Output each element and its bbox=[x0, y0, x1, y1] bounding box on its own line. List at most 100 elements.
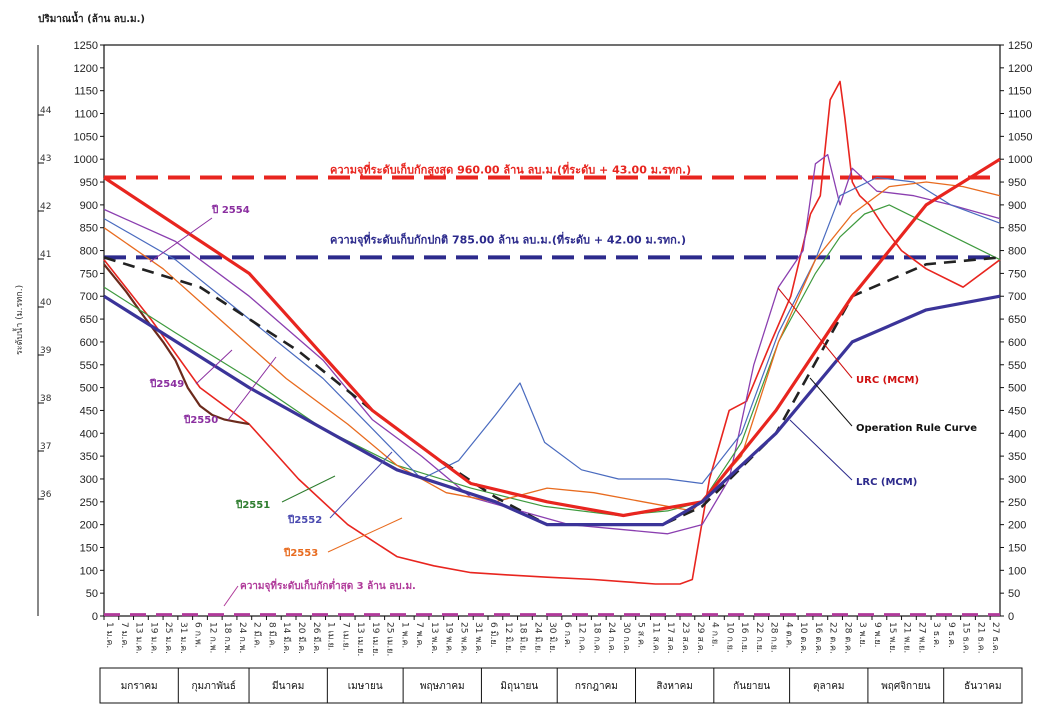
y-tick-label-right: 1050 bbox=[1008, 131, 1032, 143]
x-tick-label: 5 ส.ค. bbox=[636, 622, 646, 648]
y-tick-label-left: 50 bbox=[86, 588, 98, 600]
y-tick-label-right: 850 bbox=[1008, 223, 1026, 235]
x-tick-label: 19 ม.ค. bbox=[148, 622, 158, 654]
y-tick-label-right: 100 bbox=[1008, 565, 1026, 577]
x-tick-label: 28 ก.ย. bbox=[769, 622, 779, 653]
y-tick-label-right: 0 bbox=[1008, 611, 1014, 623]
level-axis-label: ระดับน้ำ (ม.รทก.) bbox=[12, 285, 25, 355]
x-tick-label: 25 เม.ย. bbox=[385, 622, 395, 656]
annotation-label: ปี2551 bbox=[235, 499, 270, 511]
x-tick-label: 6 ก.พ. bbox=[193, 622, 203, 648]
x-tick-label: 25 ม.ค. bbox=[163, 622, 173, 654]
y-tick-label-right: 1150 bbox=[1008, 86, 1032, 98]
x-tick-label: 1 ม.ค. bbox=[104, 622, 114, 648]
y-tick-label-right: 900 bbox=[1008, 200, 1026, 212]
y-tick-label-left: 850 bbox=[80, 223, 98, 235]
y-tick-label-left: 550 bbox=[80, 360, 98, 372]
annotation-pointer bbox=[789, 419, 853, 481]
x-tick-label: 4 ก.ย. bbox=[710, 622, 720, 647]
x-tick-label: 10 ต.ค. bbox=[798, 622, 808, 654]
x-tick-label: 24 ก.ค. bbox=[606, 622, 616, 654]
y-tick-label-left: 350 bbox=[80, 451, 98, 463]
level-tick-label: 39 bbox=[40, 346, 52, 356]
x-tick-label: 21 พ.ย. bbox=[902, 622, 912, 653]
y-tick-label-left: 800 bbox=[80, 246, 98, 258]
y-tick-label-left: 150 bbox=[80, 542, 98, 554]
level-tick-label: 44 bbox=[40, 106, 52, 116]
series-lines bbox=[103, 80, 1001, 585]
month-label: ธันวาคม bbox=[964, 681, 1001, 692]
annotation-pointer bbox=[149, 217, 213, 263]
y-tick-label-left: 1050 bbox=[74, 131, 98, 143]
x-tick-label: 24 มิ.ย. bbox=[532, 622, 543, 653]
x-tick-label: 9 พ.ย. bbox=[872, 622, 882, 648]
reference-line-label: ความจุที่ระดับเก็บกักต่ำสุด 3 ล้าน ลบ.ม. bbox=[240, 578, 416, 592]
annotation-pointer bbox=[809, 377, 853, 427]
y-tick-label-right: 950 bbox=[1008, 177, 1026, 189]
x-tick-label: 18 ก.ค. bbox=[591, 622, 601, 654]
reference-lines: ความจุที่ระดับเก็บกักสูงสุด 960.00 ล้าน … bbox=[104, 161, 1000, 617]
series-line bbox=[103, 176, 1001, 485]
month-label: สิงหาคม bbox=[656, 681, 692, 692]
series-line bbox=[103, 294, 1001, 527]
x-tick-label: 19 พ.ค. bbox=[444, 622, 454, 654]
level-tick-label: 40 bbox=[40, 298, 52, 308]
plot-area-border bbox=[103, 44, 1001, 617]
y-tick-label-right: 700 bbox=[1008, 291, 1026, 303]
x-tick-label: 31 พ.ค. bbox=[473, 622, 483, 654]
annotation-label: ปี 2554 bbox=[211, 204, 249, 216]
x-tick-label: 10 ก.ย. bbox=[724, 622, 734, 653]
x-tick-label: 14 มี.ค. bbox=[281, 622, 292, 654]
annotation-label: Operation Rule Curve bbox=[856, 423, 977, 434]
month-label: พฤษภาคม bbox=[420, 681, 465, 692]
x-tick-label: 3 ธ.ค. bbox=[931, 622, 941, 648]
y-tick-label-left: 100 bbox=[80, 565, 98, 577]
annotations: ปี 2554 ปี2549 ปี2550 ปี2551 ปี2552 ปี2553 URC… bbox=[149, 204, 977, 559]
annotation-pointer bbox=[195, 349, 233, 385]
y-tick-label-left: 300 bbox=[80, 474, 98, 486]
x-tick-label: 15 ธ.ค. bbox=[961, 622, 971, 654]
x-tick-label: 13 พ.ค. bbox=[429, 622, 439, 654]
x-tick-label: 1 พ.ค. bbox=[399, 622, 409, 648]
y-tick-label-left: 1200 bbox=[74, 63, 98, 75]
x-tick-label: 23 ส.ค. bbox=[680, 622, 690, 654]
y-tick-label-right: 1250 bbox=[1008, 40, 1032, 52]
y-axis-label: ปริมาณน้ำ (ล้าน ลบ.ม.) bbox=[38, 11, 145, 25]
annotation-label: ปี2549 bbox=[149, 378, 184, 390]
annotation-label: URC (MCM) bbox=[856, 375, 919, 386]
x-tick-label: 6 มิ.ย. bbox=[488, 622, 499, 648]
series-line bbox=[103, 153, 1001, 535]
y-tick-label-right: 450 bbox=[1008, 405, 1026, 417]
y-tick-label-right: 500 bbox=[1008, 383, 1026, 395]
y-tick-label-left: 250 bbox=[80, 497, 98, 509]
x-tick-label: 1 เม.ย. bbox=[326, 622, 336, 651]
month-label: พฤศจิกายน bbox=[881, 681, 930, 692]
month-label: กันยายน bbox=[733, 681, 770, 692]
y-tick-label-left: 0 bbox=[92, 611, 98, 623]
y-tick-label-right: 150 bbox=[1008, 542, 1026, 554]
x-tick-label: 8 มี.ค. bbox=[266, 622, 277, 648]
series-line bbox=[103, 80, 1001, 585]
x-tick-label: 28 ต.ค. bbox=[842, 622, 852, 654]
axes: 0 0 50 50 100 100 150 150 200 200 250 250 300 300 350 3… bbox=[38, 40, 1032, 656]
month-label: กรกฎาคม bbox=[575, 681, 618, 692]
y-tick-label-right: 550 bbox=[1008, 360, 1026, 372]
y-tick-label-left: 750 bbox=[80, 268, 98, 280]
annotation-pointer bbox=[777, 287, 853, 379]
y-tick-label-right: 350 bbox=[1008, 451, 1026, 463]
reference-line-label: ความจุที่ระดับเก็บกักสูงสุด 960.00 ล้าน … bbox=[330, 161, 691, 177]
x-tick-label: 3 พ.ย. bbox=[857, 622, 867, 648]
annotation-label: LRC (MCM) bbox=[856, 477, 917, 488]
y-tick-label-left: 900 bbox=[80, 200, 98, 212]
reference-line-pointer bbox=[223, 585, 239, 607]
series-line bbox=[103, 204, 1001, 517]
x-tick-label: 30 มิ.ย. bbox=[547, 622, 558, 653]
y-tick-label-right: 400 bbox=[1008, 428, 1026, 440]
month-band: มกราคม กุมภาพันธ์ มีนาคม เมษายน พฤษภาคม มิถุน… bbox=[99, 667, 1023, 704]
x-tick-label: 12 ก.ค. bbox=[577, 622, 587, 654]
y-tick-label-left: 600 bbox=[80, 337, 98, 349]
x-tick-label: 12 ก.พ. bbox=[207, 622, 217, 653]
y-tick-label-right: 50 bbox=[1008, 588, 1020, 600]
month-label: กุมภาพันธ์ bbox=[191, 680, 235, 692]
